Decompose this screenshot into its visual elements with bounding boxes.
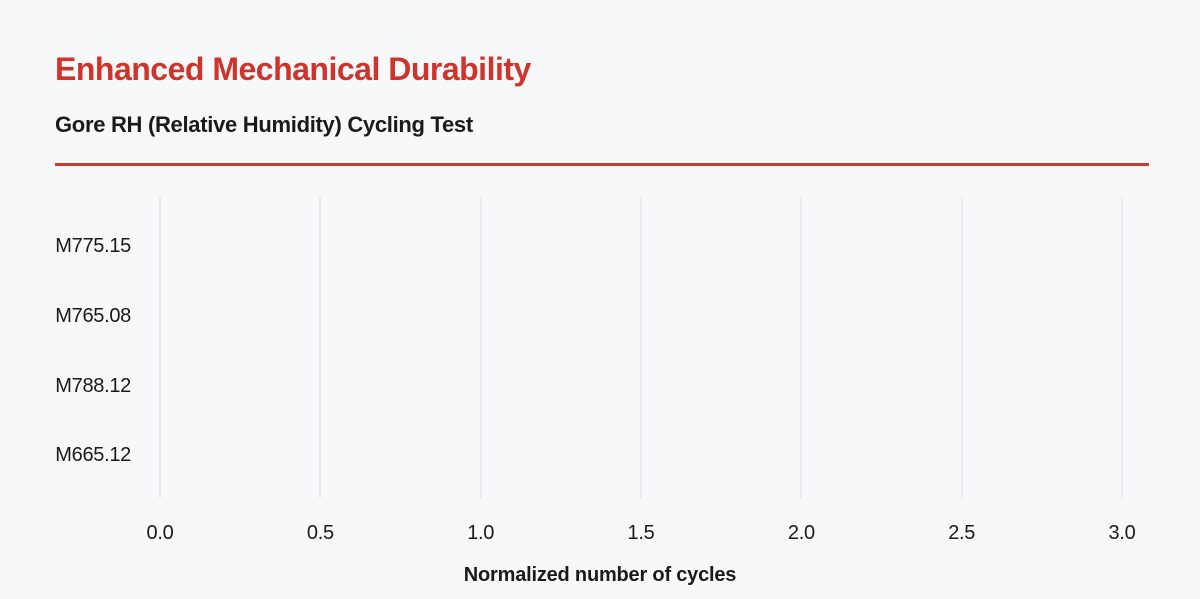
chart-title: Gore RH (Relative Humidity) Cycling Test [55, 112, 473, 137]
page-title: Enhanced Mechanical Durability [55, 51, 531, 87]
gridline [800, 197, 803, 498]
y-axis-label: M788.12 [55, 375, 131, 397]
gridline [640, 197, 642, 498]
gridline [159, 197, 161, 498]
y-axis-label: M665.12 [55, 444, 131, 466]
gridline [1121, 197, 1123, 498]
x-axis-tick-label: 0.5 [306, 522, 334, 544]
x-axis: 0.0 0.5 1.0 1.5 2.0 2.5 3.0 [147, 521, 1136, 545]
gridline [479, 197, 482, 498]
x-axis-tick-label: 2.0 [787, 522, 815, 544]
gridline [319, 197, 322, 498]
x-axis-tick-label: 1.5 [627, 522, 655, 544]
y-axis-label: M775.15 [55, 235, 131, 257]
y-axis: M775.15 M765.08 M788.12 M665.12 [40, 0, 131, 599]
x-axis-tick-label: 2.5 [948, 522, 976, 544]
x-axis-tick-label: 3.0 [1108, 522, 1136, 544]
plot-area [159, 197, 1123, 498]
x-axis-title: Normalized number of cycles [463, 564, 737, 586]
x-axis-tick-label: 1.0 [467, 522, 495, 544]
y-axis-label: M765.08 [55, 305, 131, 327]
x-axis-tick-label: 0.0 [146, 522, 174, 544]
gridline [960, 197, 963, 498]
red-divider [55, 163, 1149, 166]
